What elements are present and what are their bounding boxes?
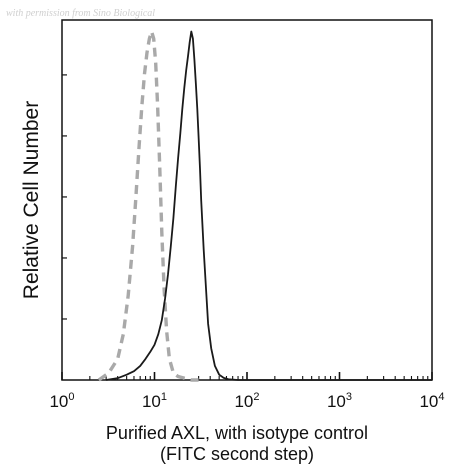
watermark-text: with permission from Sino Biological bbox=[6, 8, 156, 19]
x-tick-labels: 100 101 102 103 104 bbox=[49, 391, 444, 411]
x-tick-label: 103 bbox=[327, 391, 352, 411]
x-tick-label: 104 bbox=[419, 391, 444, 411]
axl-stained-curve bbox=[105, 30, 432, 381]
x-tick-label: 100 bbox=[49, 391, 74, 411]
y-axis-title: Relative Cell Number bbox=[20, 101, 43, 299]
isotype-control-curve bbox=[97, 29, 199, 382]
plot-frame bbox=[61, 19, 433, 381]
tick-marks bbox=[61, 74, 433, 380]
x-axis-title-line2: (FITC second step) bbox=[160, 444, 314, 464]
x-tick-label: 101 bbox=[142, 391, 167, 411]
x-tick-label: 102 bbox=[234, 391, 259, 411]
series-layer bbox=[97, 29, 432, 382]
x-axis-title-line1: Purified AXL, with isotype control bbox=[106, 423, 368, 443]
